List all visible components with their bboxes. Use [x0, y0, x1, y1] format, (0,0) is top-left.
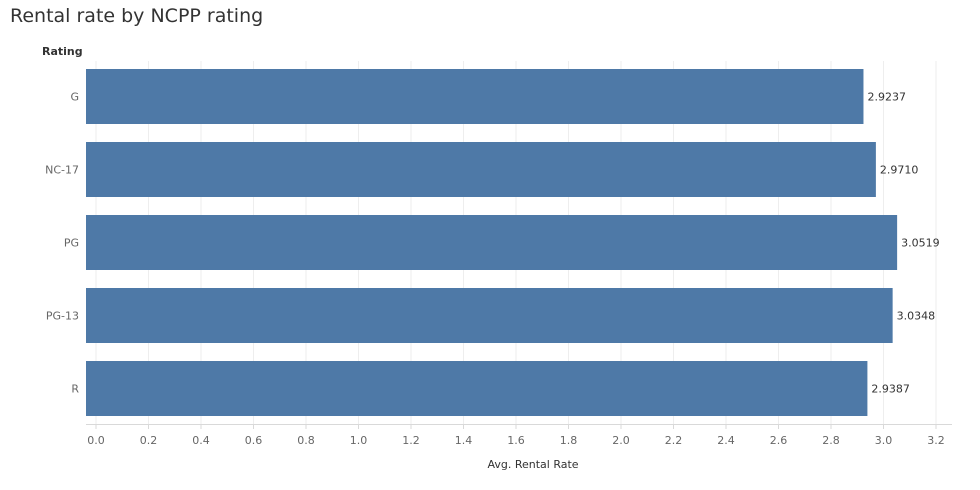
x-tick-label-8: 1.6 — [507, 434, 525, 447]
chart-title: Rental rate by NCPP rating — [10, 5, 264, 27]
x-tick-label-13: 2.6 — [770, 434, 788, 447]
category-label-nc-17: NC-17 — [45, 164, 79, 177]
category-label-r: R — [71, 383, 79, 396]
bar-pg[interactable] — [86, 215, 898, 270]
x-tick-label-0: 0.0 — [87, 434, 105, 447]
x-tick-label-2: 0.4 — [192, 434, 210, 447]
x-tick-label-11: 2.2 — [665, 434, 683, 447]
bar-pg-13[interactable] — [86, 288, 893, 343]
data-label-g: 2.9237 — [867, 91, 906, 104]
x-tick-label-14: 2.8 — [822, 434, 840, 447]
x-axis-title: Avg. Rental Rate — [487, 458, 578, 471]
data-label-nc-17: 2.9710 — [880, 164, 919, 177]
x-tick-label-7: 1.4 — [455, 434, 473, 447]
x-tick-label-12: 2.4 — [717, 434, 735, 447]
x-tick-label-1: 0.2 — [140, 434, 158, 447]
category-label-g: G — [70, 91, 79, 104]
x-tick-label-4: 0.8 — [297, 434, 315, 447]
x-tick-label-3: 0.6 — [245, 434, 263, 447]
x-tick-label-6: 1.2 — [402, 434, 420, 447]
x-tick-label-9: 1.8 — [560, 434, 578, 447]
category-label-pg: PG — [64, 237, 79, 250]
bar-r[interactable] — [86, 361, 868, 416]
x-tick-label-5: 1.0 — [350, 434, 368, 447]
x-tick-label-10: 2.0 — [612, 434, 630, 447]
bar-nc-17[interactable] — [86, 142, 876, 197]
row-header: Rating — [42, 45, 83, 58]
data-label-r: 2.9387 — [871, 383, 910, 396]
data-label-pg-13: 3.0348 — [897, 310, 936, 323]
data-label-pg: 3.0519 — [901, 237, 940, 250]
x-tick-label-16: 3.2 — [927, 434, 945, 447]
category-label-pg-13: PG-13 — [46, 310, 79, 323]
bar-g[interactable] — [86, 69, 864, 124]
x-tick-label-15: 3.0 — [875, 434, 893, 447]
